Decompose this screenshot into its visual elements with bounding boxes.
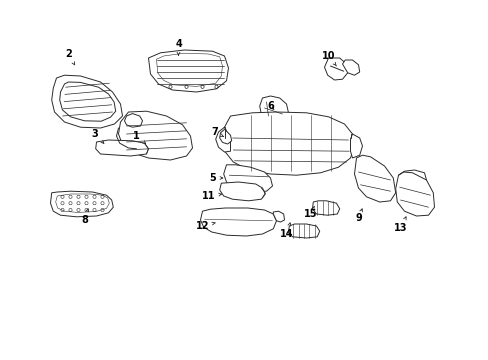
Text: 11: 11 bbox=[202, 191, 221, 201]
Polygon shape bbox=[350, 134, 362, 158]
Text: 9: 9 bbox=[354, 209, 362, 223]
Polygon shape bbox=[215, 127, 230, 152]
Polygon shape bbox=[50, 191, 113, 217]
Polygon shape bbox=[222, 112, 354, 175]
Polygon shape bbox=[395, 172, 434, 216]
Text: 8: 8 bbox=[81, 209, 88, 225]
Text: 2: 2 bbox=[65, 49, 75, 65]
Text: 4: 4 bbox=[175, 39, 182, 55]
Polygon shape bbox=[219, 129, 231, 144]
Polygon shape bbox=[223, 165, 272, 191]
Polygon shape bbox=[96, 140, 148, 156]
Polygon shape bbox=[276, 120, 290, 132]
Text: 15: 15 bbox=[303, 206, 317, 219]
Polygon shape bbox=[312, 201, 339, 215]
Polygon shape bbox=[219, 182, 265, 201]
Text: 12: 12 bbox=[195, 221, 215, 231]
Polygon shape bbox=[273, 211, 284, 222]
Polygon shape bbox=[200, 208, 276, 236]
Text: 5: 5 bbox=[209, 173, 223, 183]
Text: 3: 3 bbox=[91, 129, 103, 143]
Polygon shape bbox=[148, 50, 228, 92]
Polygon shape bbox=[52, 75, 122, 128]
Polygon shape bbox=[354, 155, 395, 202]
Text: 1: 1 bbox=[133, 131, 145, 144]
Polygon shape bbox=[324, 58, 347, 80]
Text: 14: 14 bbox=[279, 223, 293, 239]
Polygon shape bbox=[288, 224, 319, 238]
Polygon shape bbox=[259, 96, 288, 122]
Text: 7: 7 bbox=[211, 127, 223, 137]
Text: 13: 13 bbox=[393, 217, 407, 233]
Polygon shape bbox=[342, 60, 359, 75]
Text: 6: 6 bbox=[266, 101, 273, 111]
Polygon shape bbox=[118, 111, 192, 160]
Text: 10: 10 bbox=[321, 51, 336, 66]
